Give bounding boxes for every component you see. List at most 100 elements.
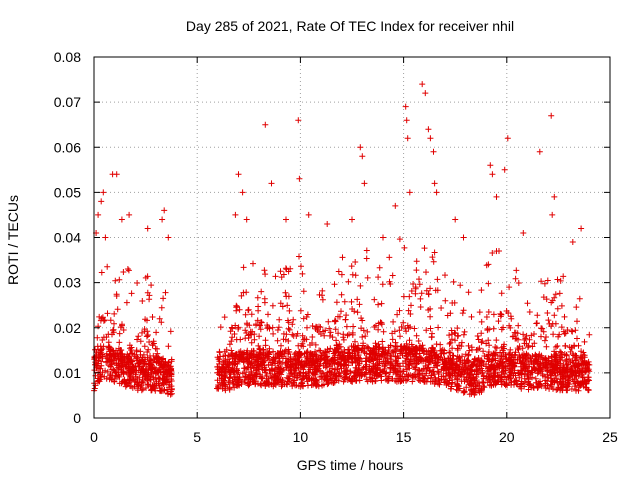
data-point — [115, 345, 122, 352]
data-point — [521, 357, 528, 364]
data-point — [506, 365, 513, 372]
data-point — [319, 382, 326, 389]
x-tick-label: 20 — [499, 429, 515, 445]
data-point — [125, 267, 132, 274]
data-point — [579, 379, 586, 385]
data-point — [160, 355, 167, 362]
data-point — [111, 320, 117, 327]
data-point — [557, 371, 564, 378]
data-point — [239, 370, 246, 377]
data-point — [285, 350, 292, 357]
data-point — [245, 382, 252, 389]
data-point — [551, 312, 558, 319]
data-point — [400, 368, 407, 375]
data-point — [293, 365, 300, 372]
data-point — [521, 370, 528, 377]
data-point — [97, 317, 104, 324]
data-point — [512, 329, 519, 336]
data-point — [472, 382, 479, 389]
data-point — [341, 374, 348, 381]
data-point — [259, 364, 266, 371]
data-point — [448, 383, 455, 390]
data-point — [128, 383, 135, 390]
data-point — [506, 284, 513, 291]
data-point — [298, 342, 305, 349]
data-point — [447, 349, 454, 356]
data-point — [444, 312, 451, 319]
data-point — [557, 277, 564, 284]
data-point — [493, 337, 500, 344]
data-point — [574, 318, 580, 325]
data-point — [359, 153, 366, 160]
data-point — [283, 216, 289, 223]
y-tick-label: 0.06 — [54, 139, 81, 155]
data-point — [229, 334, 236, 341]
data-point — [376, 264, 383, 271]
data-point — [114, 306, 121, 313]
data-point — [459, 353, 466, 360]
data-point — [455, 383, 462, 390]
data-point — [427, 313, 434, 320]
data-point — [162, 289, 169, 296]
data-point — [517, 383, 524, 390]
data-point — [330, 350, 337, 357]
data-point — [505, 310, 512, 316]
data-point — [566, 356, 573, 362]
data-point — [120, 327, 127, 333]
data-point — [536, 148, 543, 155]
data-point — [246, 322, 253, 329]
data-point — [458, 378, 465, 385]
data-point — [304, 311, 311, 318]
data-point — [352, 259, 359, 265]
data-point — [349, 216, 355, 223]
data-point — [277, 369, 284, 376]
data-point — [103, 352, 110, 359]
data-point — [435, 375, 442, 382]
data-point — [435, 324, 442, 331]
data-point — [506, 322, 513, 329]
data-point — [298, 263, 304, 270]
data-point — [366, 356, 373, 363]
data-point — [279, 361, 285, 367]
data-point — [478, 357, 485, 364]
data-point — [287, 363, 294, 370]
data-point — [398, 323, 405, 330]
data-point — [339, 254, 346, 261]
data-point — [248, 339, 255, 346]
data-point — [413, 355, 419, 362]
data-point — [256, 333, 263, 340]
data-point — [458, 339, 465, 346]
data-point — [499, 347, 506, 354]
data-point — [561, 364, 568, 371]
x-axis-label: GPS time / hours — [297, 457, 404, 473]
data-point — [525, 342, 532, 349]
data-point — [433, 189, 440, 196]
data-point — [534, 370, 541, 377]
data-point — [562, 358, 569, 365]
data-point — [289, 331, 296, 338]
data-point — [453, 358, 460, 365]
data-point — [479, 379, 486, 385]
data-point — [489, 250, 496, 256]
data-point — [233, 307, 240, 314]
data-point — [284, 378, 291, 385]
data-point — [428, 372, 435, 379]
data-point — [554, 305, 561, 312]
data-point — [397, 333, 403, 340]
data-point — [562, 368, 569, 375]
data-point — [549, 320, 556, 327]
data-point — [255, 303, 262, 310]
data-point — [277, 268, 284, 275]
data-point — [461, 362, 468, 369]
data-point — [318, 356, 325, 363]
data-point — [265, 311, 271, 318]
x-tick-labels: 0 5 10 15 20 25 — [90, 429, 618, 445]
data-point — [363, 350, 370, 357]
data-point — [236, 382, 243, 389]
data-point — [278, 274, 285, 281]
data-point — [312, 341, 319, 348]
data-point — [423, 327, 430, 334]
data-point — [301, 361, 308, 368]
data-point — [167, 370, 174, 376]
data-point — [235, 325, 242, 332]
